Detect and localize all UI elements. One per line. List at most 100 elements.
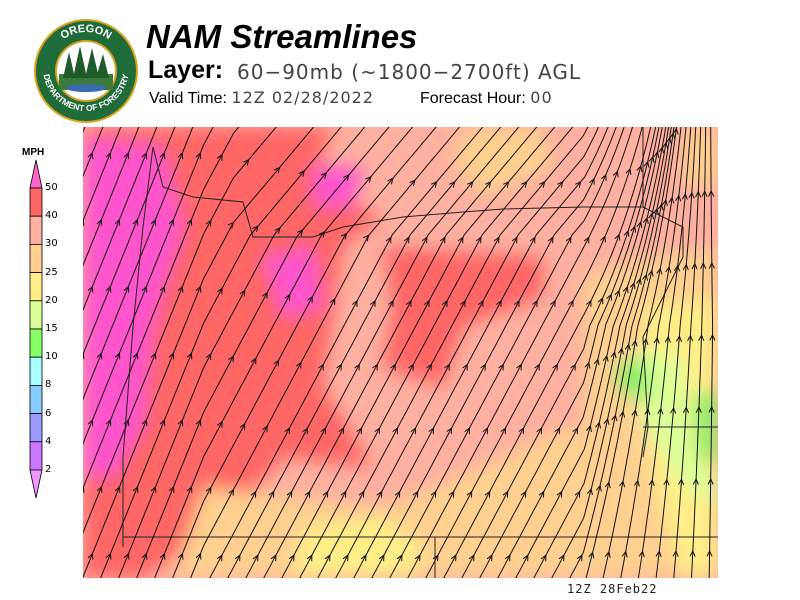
streamline-arrow [644,408,651,416]
streamline-arrow [186,218,193,226]
streamline-arrow [274,227,281,234]
streamline-arrow [610,351,617,359]
streamline-arrow [623,229,630,237]
streamline-arrow [250,490,257,498]
streamline-arrow [466,180,474,188]
streamline-arrow [195,552,202,560]
streamline-arrow [672,127,679,135]
streamline-arrow [336,363,342,371]
streamline-arrow [688,191,695,199]
streamline-arrow [239,289,246,297]
streamline-arrow [538,180,546,188]
state-borders [122,127,718,578]
streamline-arrow [565,236,572,244]
streamline-arrow [572,427,579,435]
streamline-arrow [414,554,421,562]
legend-swatch [29,328,43,358]
streamline-arrow [583,236,590,244]
streamline [708,127,714,578]
streamline [190,127,461,578]
streamline-arrow [502,490,509,498]
streamline-arrow [365,175,372,183]
streamline-arrow [284,427,291,435]
streamline-arrow [700,262,707,269]
streamline-arrow [520,490,527,498]
legend-tick-label: 25 [45,266,58,278]
streamline-arrow [288,554,295,562]
forecast-hour: Forecast Hour: 00 [420,88,553,108]
streamline-arrow [87,152,94,160]
streamline-arrow [426,363,432,371]
streamline-arrow [228,355,234,363]
forecast-hour-label: Forecast Hour: [420,90,526,107]
streamline-arrow [141,285,148,293]
streamline [118,127,366,578]
streamline-arrow [657,203,664,211]
streamline-arrow [150,485,157,493]
streamline-arrow [520,180,528,188]
streamline-arrow [661,198,668,206]
streamline-arrow [446,427,453,435]
streamline-arrow [622,286,629,294]
streamline-arrow [409,179,416,187]
streamline-arrow [424,299,430,307]
streamline-arrow [83,485,85,493]
streamline [83,127,122,222]
streamline-arrow [387,177,394,185]
legend-tick-label: 6 [45,407,52,419]
streamline-arrow [695,406,702,413]
streamline-arrow [536,427,543,435]
streamline-arrow [706,549,713,557]
streamline-arrow [234,554,241,562]
streamline-arrow [252,554,259,562]
streamline-arrow [338,427,345,435]
streamline-arrow [273,166,281,174]
streamline-arrow [675,194,682,202]
streamline-arrow [374,427,381,435]
streamline-arrow [228,488,234,496]
streamline-arrow [625,167,632,175]
streamline-arrow [468,554,475,562]
streamline-arrow [642,273,648,281]
valid-time-label: Valid Time: [149,90,227,107]
streamline-arrow [217,420,223,428]
streamline-arrow [631,339,638,347]
streamline-arrow [159,419,166,427]
legend-tick-label: 40 [45,210,58,222]
map-timestamp: 12Z 28Feb22 [567,582,658,596]
valid-time: Valid Time: 12Z 02/28/2022 [149,88,374,108]
streamline-arrow [105,285,112,293]
streamline-arrow [631,409,638,417]
streamline-arrow [668,196,675,204]
streamline-arrow [392,427,399,435]
wind-speed-shading [83,127,718,578]
streamline-arrow [681,192,688,200]
streamline-arrow [584,361,591,369]
streamline-arrow [691,262,698,270]
streamline-arrow [462,363,468,371]
streamline-arrow [480,363,486,371]
streamline-arrow [603,417,610,425]
streamline-arrow [593,358,600,366]
streamline-arrow [390,363,396,371]
streamline-arrow [538,490,545,498]
streamline-arrow [302,427,309,435]
streamline-arrow [114,352,121,360]
legend-tick-label: 4 [45,435,52,447]
streamline-arrow [460,299,466,307]
streamline-arrow [701,190,708,197]
streamline-arrow [186,352,193,360]
streamline-arrow [621,550,628,558]
streamline [371,127,617,578]
streamline [515,127,667,578]
streamline-arrow [216,287,223,295]
streamline-arrow [496,299,502,307]
streamline-arrow [159,152,166,160]
streamline-arrow [689,549,696,557]
streamline-arrow [635,277,642,285]
streamline-arrow [511,236,518,244]
streamline-arrow [442,299,448,307]
streamline [245,127,520,578]
streamline-arrow [428,427,435,435]
streamline-arrow [554,427,561,435]
